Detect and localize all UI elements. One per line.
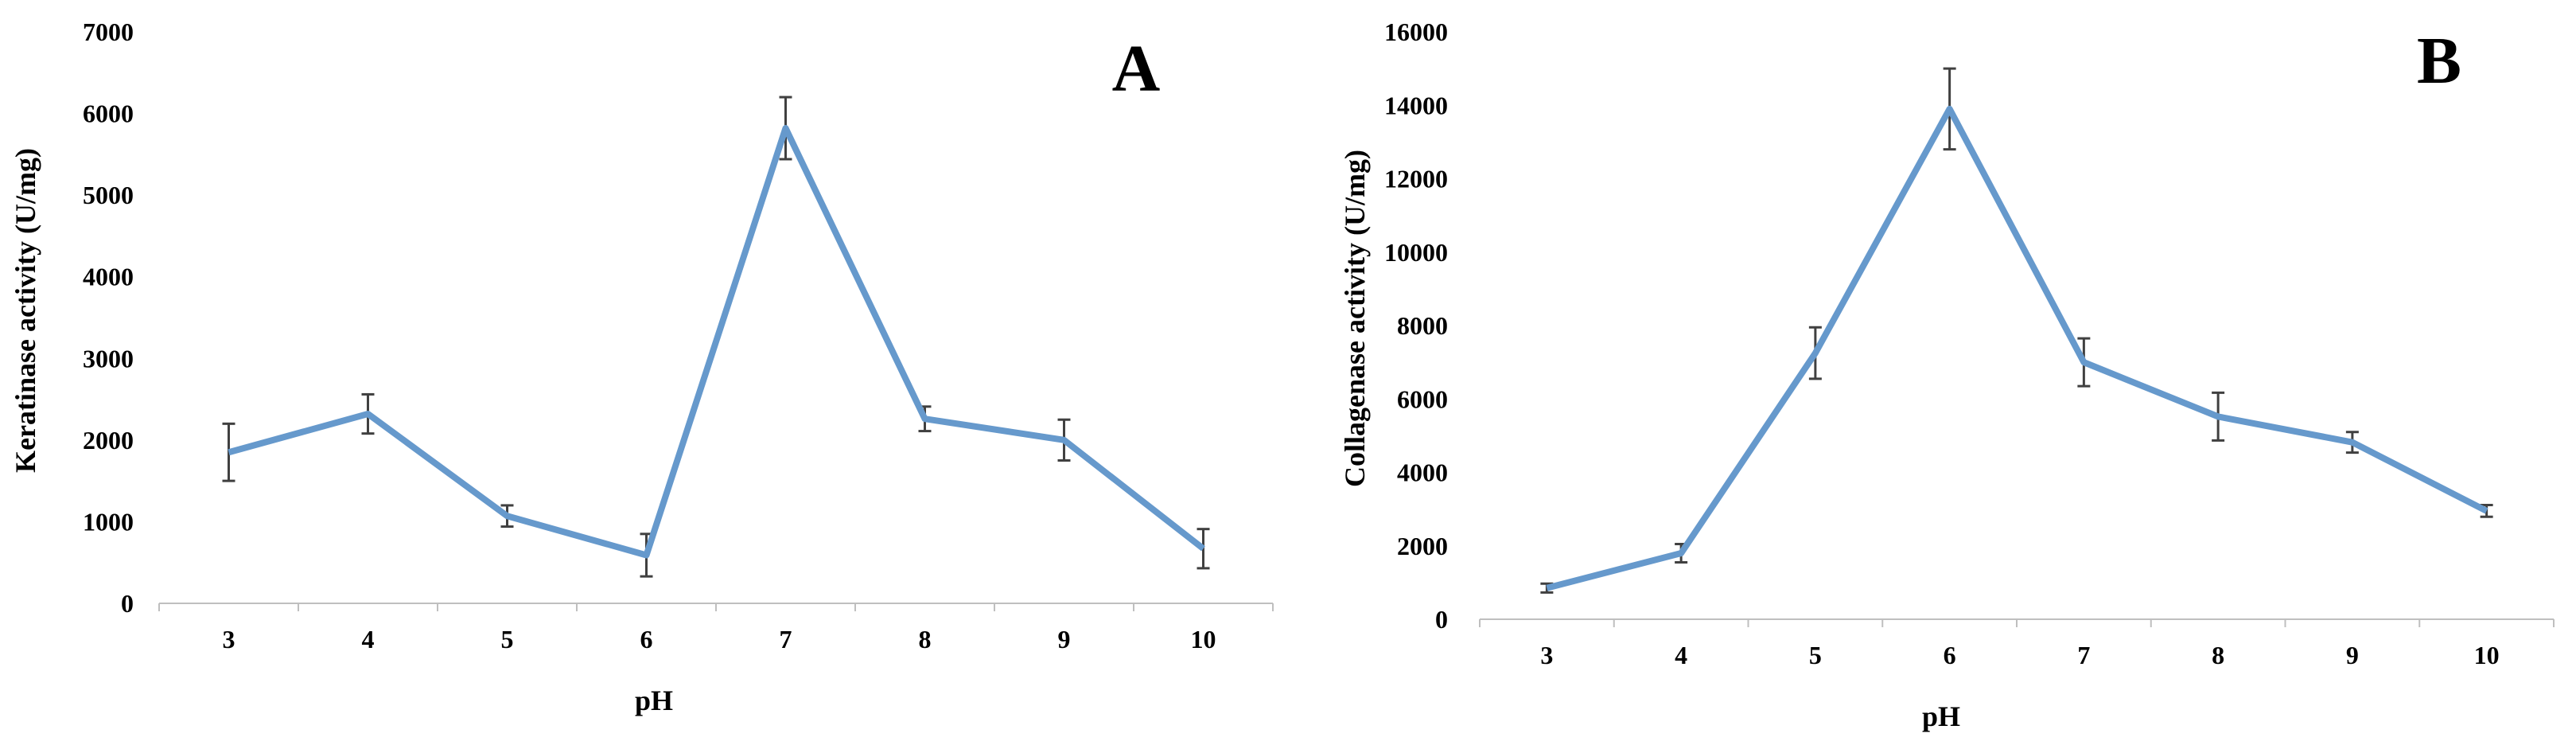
y-axis-title: Collagenase activity (U/mg) (1339, 150, 1371, 487)
y-tick-label: 6000 (1397, 384, 1448, 413)
x-axis-title: pH (635, 685, 673, 716)
x-tick-label: 7 (780, 625, 792, 653)
x-tick-labels: 3 4 5 6 7 8 9 10 (1540, 641, 2499, 669)
data-line (1546, 105, 2488, 591)
x-tick-label: 4 (362, 625, 375, 653)
y-tick-label: 3000 (83, 344, 134, 373)
x-tick-label: 3 (223, 625, 235, 653)
x-tick-label: 6 (1944, 641, 1956, 669)
x-tick-label: 9 (2346, 641, 2359, 669)
x-tick-label: 3 (1540, 641, 1553, 669)
x-tick-label: 10 (2474, 641, 2500, 669)
y-tick-label: 8000 (1397, 311, 1448, 340)
y-tick-label: 14000 (1384, 91, 1448, 119)
x-tick-label: 6 (640, 625, 653, 653)
y-tick-labels: 0 2000 4000 6000 8000 10000 12000 14000 16000 (1384, 18, 1448, 634)
x-tick-label: 7 (2077, 641, 2090, 669)
error-bars (1540, 67, 2493, 594)
panel-label-b: B (2417, 24, 2461, 98)
y-tick-label: 12000 (1384, 165, 1448, 193)
x-tick-label: 10 (1191, 625, 1216, 653)
y-axis-title: Keratinase activity (U/mg) (10, 148, 41, 473)
x-tick-label: 8 (919, 625, 932, 653)
y-tick-label: 1000 (83, 507, 134, 536)
chart-panel-b: 0 2000 4000 6000 8000 10000 12000 14000 16000 3 4… (1339, 18, 2555, 732)
x-tick-label: 8 (2212, 641, 2224, 669)
y-tick-label: 4000 (1397, 458, 1448, 487)
x-tick-marks (1479, 619, 2555, 627)
y-tick-labels: 0 1000 2000 3000 4000 5000 6000 7000 (83, 18, 134, 618)
data-line (228, 125, 1205, 559)
x-tick-label: 9 (1058, 625, 1071, 653)
y-tick-label: 10000 (1384, 238, 1448, 267)
x-tick-label: 5 (1809, 641, 1822, 669)
y-tick-label: 2000 (1397, 532, 1448, 560)
y-tick-label: 7000 (83, 18, 134, 46)
x-tick-label: 4 (1675, 641, 1687, 669)
y-tick-label: 4000 (83, 263, 134, 291)
y-tick-label: 16000 (1384, 18, 1448, 46)
panel-label-a: A (1112, 32, 1161, 106)
x-tick-labels: 3 4 5 6 7 8 9 10 (223, 625, 1216, 653)
y-tick-label: 0 (121, 589, 134, 618)
x-axis-title: pH (1922, 700, 1960, 732)
y-tick-label: 5000 (83, 181, 134, 209)
y-tick-label: 2000 (83, 426, 134, 454)
x-tick-label: 5 (501, 625, 514, 653)
y-tick-label: 6000 (83, 99, 134, 128)
x-tick-marks (158, 603, 1274, 611)
y-tick-label: 0 (1435, 605, 1448, 634)
